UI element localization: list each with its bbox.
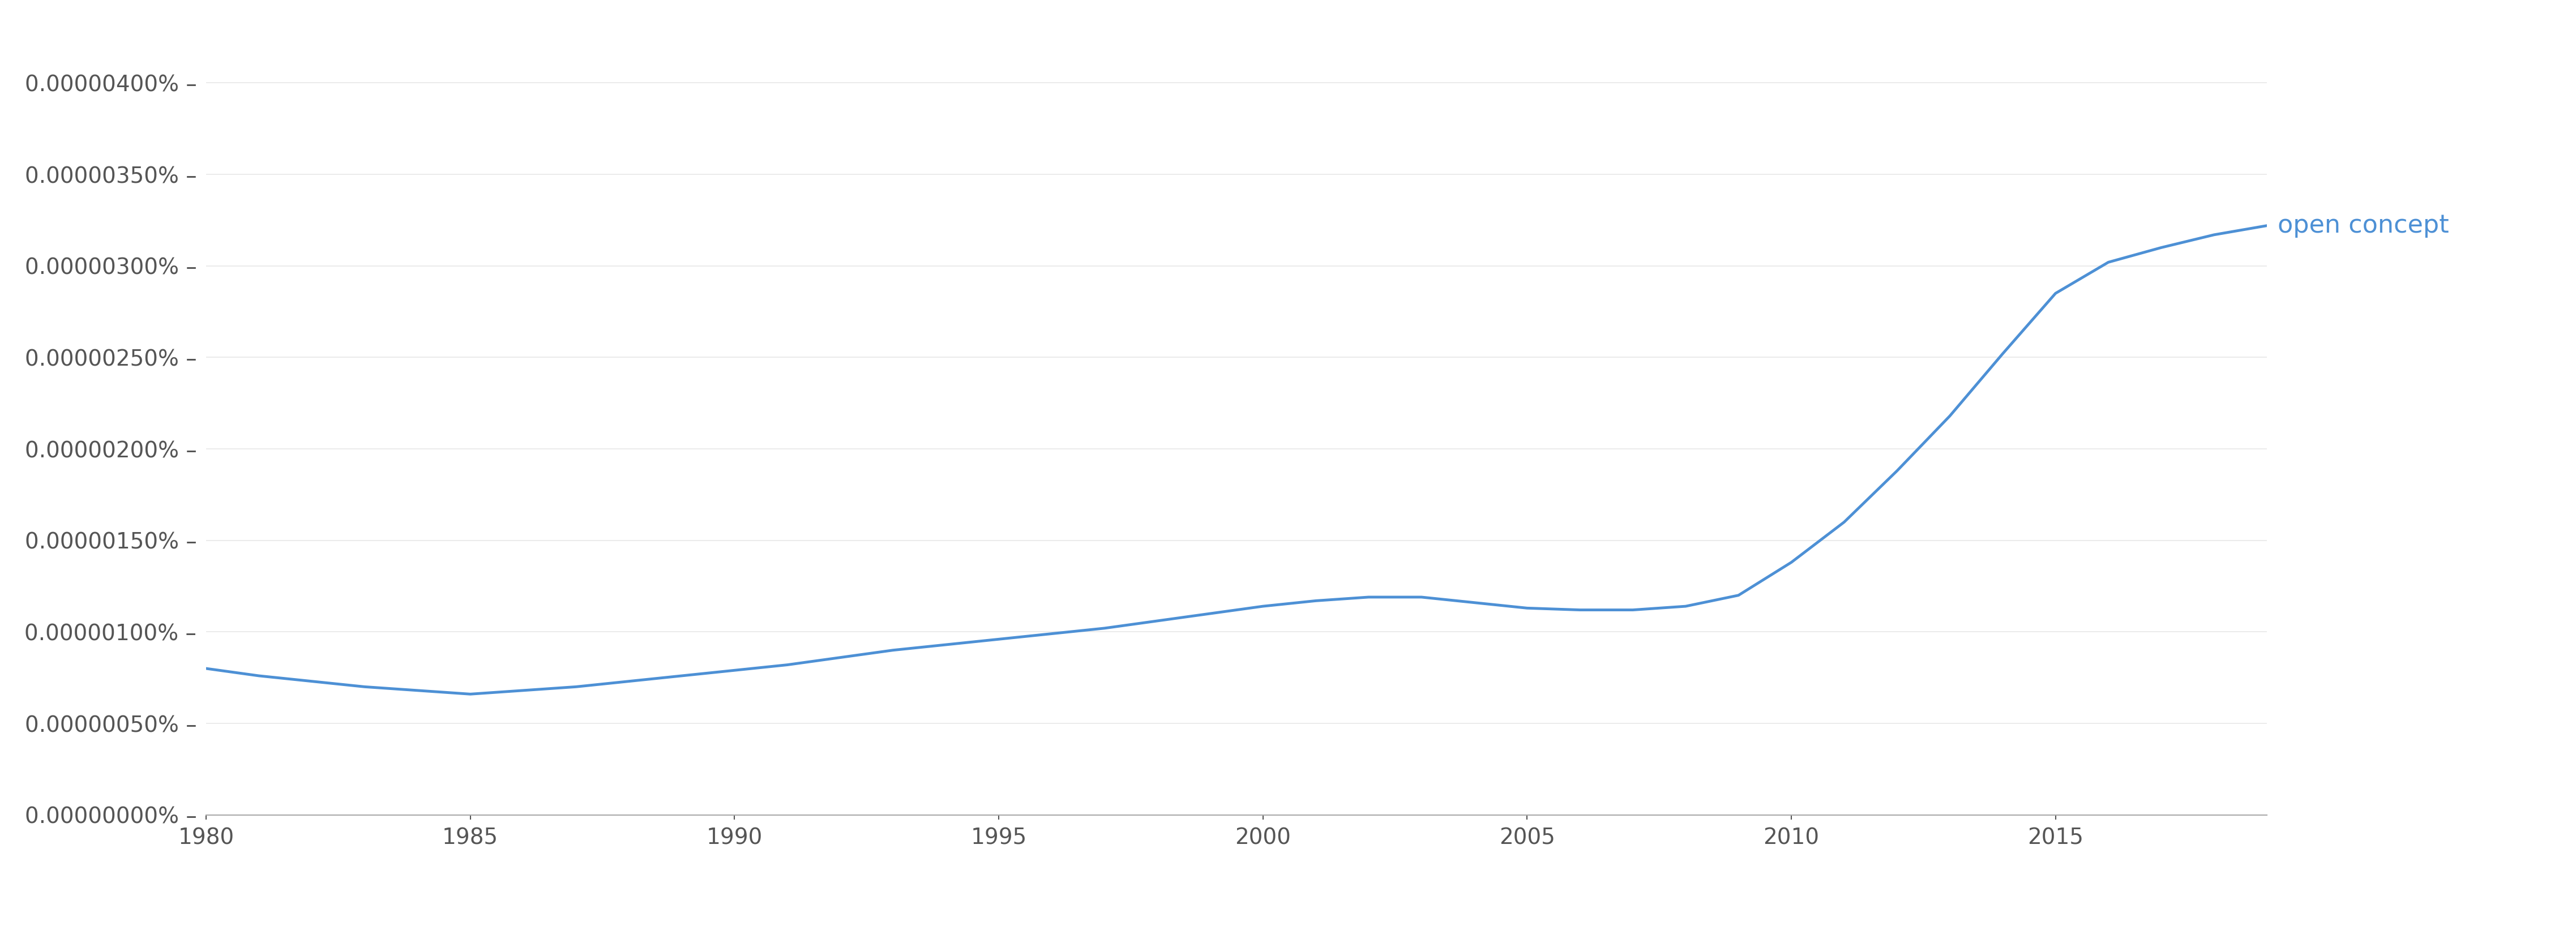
Text: open concept: open concept [2277, 214, 2450, 238]
